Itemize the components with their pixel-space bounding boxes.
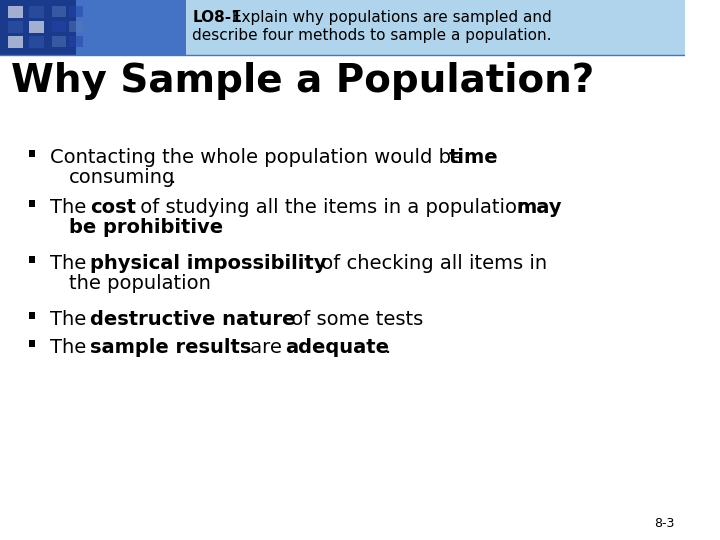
Text: time: time bbox=[449, 148, 498, 167]
Bar bbox=[29, 6, 44, 18]
Text: The: The bbox=[50, 310, 92, 329]
Text: destructive nature: destructive nature bbox=[90, 310, 295, 329]
Bar bbox=[8, 36, 23, 48]
Bar bbox=[29, 150, 35, 157]
Text: The: The bbox=[50, 254, 92, 273]
Text: The: The bbox=[50, 338, 92, 357]
Text: of checking all items in: of checking all items in bbox=[315, 254, 547, 273]
Text: of studying all the items in a population: of studying all the items in a populatio… bbox=[134, 198, 535, 217]
Bar bbox=[70, 6, 83, 17]
Text: Explain why populations are sampled and: Explain why populations are sampled and bbox=[227, 10, 552, 25]
Text: .: . bbox=[384, 338, 391, 357]
Bar bbox=[8, 6, 23, 18]
Bar bbox=[70, 36, 83, 47]
Text: of some tests: of some tests bbox=[286, 310, 424, 329]
Bar bbox=[29, 21, 44, 33]
Bar bbox=[53, 21, 66, 32]
Bar bbox=[8, 21, 23, 33]
Text: cost: cost bbox=[90, 198, 136, 217]
Text: LO8-1: LO8-1 bbox=[192, 10, 242, 25]
Text: adequate: adequate bbox=[286, 338, 390, 357]
Text: the population: the population bbox=[68, 274, 210, 293]
Text: describe four methods to sample a population.: describe four methods to sample a popula… bbox=[192, 28, 552, 43]
Text: The: The bbox=[50, 198, 92, 217]
Text: .: . bbox=[215, 218, 222, 237]
Bar bbox=[29, 312, 35, 319]
Text: be prohibitive: be prohibitive bbox=[68, 218, 222, 237]
Bar bbox=[76, 0, 186, 55]
Text: Why Sample a Population?: Why Sample a Population? bbox=[12, 62, 595, 100]
Bar bbox=[29, 200, 35, 207]
Text: sample results: sample results bbox=[90, 338, 251, 357]
Bar bbox=[29, 340, 35, 347]
Text: may: may bbox=[516, 198, 562, 217]
Bar bbox=[53, 36, 66, 47]
Bar bbox=[29, 36, 44, 48]
Text: .: . bbox=[170, 168, 176, 187]
Text: 8-3: 8-3 bbox=[654, 517, 674, 530]
Bar bbox=[186, 0, 685, 55]
Text: Contacting the whole population would be: Contacting the whole population would be bbox=[50, 148, 469, 167]
Text: consuming: consuming bbox=[68, 168, 175, 187]
Text: are: are bbox=[243, 338, 288, 357]
Bar bbox=[0, 0, 76, 55]
Text: physical impossibility: physical impossibility bbox=[90, 254, 326, 273]
Bar bbox=[29, 256, 35, 263]
Bar bbox=[53, 6, 66, 17]
Bar bbox=[70, 21, 83, 32]
